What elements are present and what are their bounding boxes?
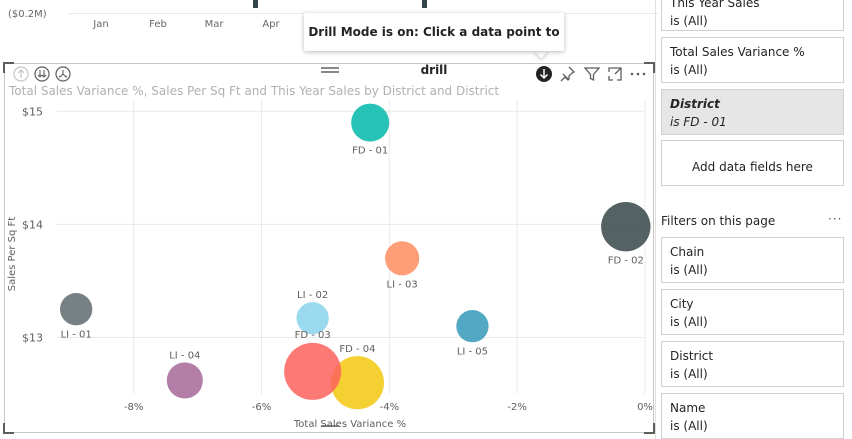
bar-fragment (253, 0, 258, 8)
filter-title: Total Sales Variance % (670, 45, 805, 59)
y-tick-label: $13 (22, 331, 43, 344)
resize-handle[interactable] (644, 62, 655, 73)
drag-handle[interactable] (321, 67, 339, 69)
scatter-point[interactable] (296, 302, 329, 335)
point-label: LI - 05 (457, 346, 488, 357)
pane-divider (655, 0, 656, 439)
fork-arrow-circle-icon[interactable] (55, 66, 71, 82)
scatter-point[interactable] (601, 201, 651, 252)
arrow-up-circle-icon[interactable] (13, 66, 29, 82)
scatter-point[interactable] (60, 293, 93, 326)
filter-card-total-sales-variance[interactable]: Total Sales Variance % is (All) (661, 37, 844, 83)
filter-card-city[interactable]: City is (All) (661, 289, 844, 335)
point-label: LI - 04 (169, 350, 200, 361)
scatter-point[interactable] (456, 310, 489, 343)
filter-card-district[interactable]: District is (All) (661, 341, 844, 387)
month-tick: Feb (149, 19, 167, 30)
scatter-chart[interactable]: $13 $14 $15 -8% -6% -4% -2% 0% FD - 01 FD - 02 L… (5, 94, 653, 432)
drill-mode-tooltip: Drill Mode is on: Click a data point to … (304, 13, 564, 77)
y-tick-label: $15 (22, 105, 43, 118)
filter-value: is (All) (670, 263, 708, 277)
more-options-icon[interactable] (629, 65, 647, 83)
drag-handle[interactable] (321, 71, 339, 73)
scatter-visual[interactable]: Total Sales Variance %, Sales Per Sq Ft … (3, 62, 655, 434)
add-data-fields-dropzone[interactable]: Add data fields here (661, 140, 844, 186)
point-label: FD - 01 (352, 146, 388, 157)
y-axis-label: Sales Per Sq Ft (7, 217, 18, 292)
x-tick-label: -8% (124, 402, 143, 413)
point-label: LI - 03 (387, 279, 418, 290)
bar-fragment (422, 0, 427, 8)
x-tick-label: -2% (507, 402, 526, 413)
x-axis-label: Total Sales Variance % (293, 419, 406, 430)
scatter-point[interactable] (351, 103, 390, 142)
y-axis-tick: ($0.2M) (8, 9, 47, 20)
double-arrow-down-circle-icon[interactable] (34, 66, 50, 82)
x-tick-label: -4% (380, 402, 399, 413)
filter-title: District (670, 349, 714, 363)
filter-value: is (All) (670, 367, 708, 381)
x-tick-label: 0% (637, 402, 653, 413)
resize-handle[interactable] (644, 423, 655, 434)
point-label: FD - 03 (295, 330, 331, 341)
filters-more-icon[interactable]: ··· (828, 212, 843, 226)
y-tick-label: $14 (22, 218, 43, 231)
filter-card-district-selected[interactable]: District is FD - 01 (661, 89, 844, 135)
filter-value: is (All) (670, 315, 708, 329)
scatter-point[interactable] (385, 241, 420, 276)
filter-title: Name (670, 401, 706, 415)
filter-title: City (670, 297, 694, 311)
filter-value: is (All) (670, 14, 708, 28)
point-label: FD - 04 (339, 344, 375, 355)
pin-icon[interactable] (558, 65, 576, 83)
scatter-point[interactable] (166, 362, 203, 399)
filter-title: This Year Sales (670, 0, 760, 10)
focus-mode-icon[interactable] (606, 65, 624, 83)
filter-icon[interactable] (583, 65, 601, 83)
month-tick: Mar (204, 19, 224, 30)
resize-handle[interactable] (3, 423, 14, 434)
point-label: LI - 02 (297, 290, 328, 301)
drag-handle[interactable] (321, 425, 339, 427)
month-tick: Apr (262, 19, 280, 30)
visual-title: Total Sales Variance %, Sales Per Sq Ft … (9, 84, 500, 98)
filter-value: is (All) (670, 63, 708, 77)
filter-card-chain[interactable]: Chain is (All) (661, 237, 844, 283)
scatter-point[interactable] (284, 342, 342, 400)
scatter-point[interactable] (330, 356, 384, 410)
x-tick-label: -6% (252, 402, 271, 413)
filter-value: is (All) (670, 419, 708, 433)
filter-title: Chain (670, 245, 705, 259)
filter-card-name[interactable]: Name is (All) (661, 393, 844, 439)
filter-card-this-year-sales[interactable]: This Year Sales is (All) (661, 0, 844, 31)
month-tick: Jan (93, 19, 109, 30)
filter-value: is FD - 01 (670, 115, 727, 129)
point-label: LI - 01 (61, 329, 92, 340)
point-label: FD - 02 (608, 255, 644, 266)
filters-on-page-heading: Filters on this page (661, 214, 776, 228)
filter-title: District (670, 97, 720, 111)
resize-handle[interactable] (3, 62, 14, 73)
arrow-down-filled-circle-icon[interactable] (535, 65, 553, 83)
